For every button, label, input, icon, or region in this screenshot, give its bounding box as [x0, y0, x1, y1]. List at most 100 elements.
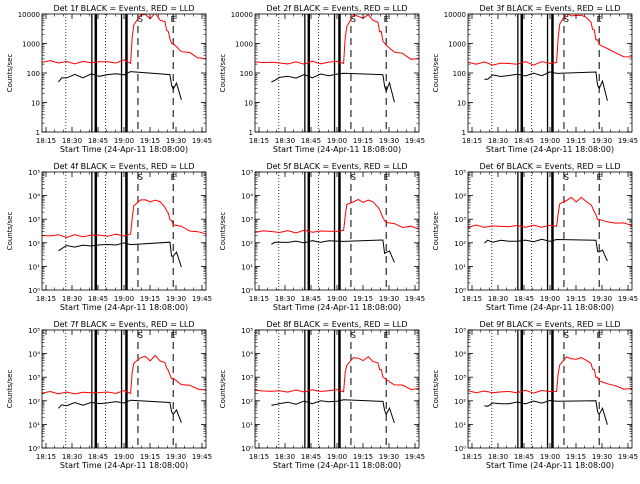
x-tick-label: 18:30	[275, 453, 295, 461]
marker-label: E	[384, 173, 389, 182]
marker-label: E	[384, 15, 389, 24]
marker-label: E	[171, 173, 176, 182]
y-axis-label: Counts/sec	[6, 212, 14, 251]
x-tick-label: 19:45	[192, 453, 212, 461]
x-tick-label: 18:30	[488, 137, 508, 145]
x-tick-label: 19:45	[618, 295, 638, 303]
y-tick-label: 100	[453, 70, 466, 78]
x-tick-label: 18:45	[88, 137, 108, 145]
panel-title: Det 6f BLACK = Events, RED = LLD	[479, 162, 620, 171]
x-tick-label: 19:00	[114, 137, 134, 145]
y-tick-label: 1000	[22, 41, 40, 49]
x-tick-label: 18:45	[88, 295, 108, 303]
marker-label: S	[138, 173, 143, 182]
y-tick-label: 10¹	[28, 263, 40, 271]
y-tick-label: 10²	[454, 240, 466, 248]
panel-axes-box	[254, 329, 420, 449]
x-tick-label: 19:15	[140, 137, 160, 145]
series-line-black	[271, 72, 395, 103]
marker-label: E	[384, 331, 389, 340]
panel-axes-box	[41, 13, 207, 133]
x-tick-label: 19:15	[566, 453, 586, 461]
series-line-red	[468, 196, 632, 229]
panel-title: Det 2f BLACK = Events, RED = LLD	[266, 4, 407, 13]
y-axis-label: Counts/sec	[219, 54, 227, 93]
x-tick-label: 19:30	[166, 137, 186, 145]
panel-markers	[278, 14, 387, 132]
panel-markers	[491, 14, 600, 132]
y-tick-label: 10⁵	[454, 327, 466, 335]
y-tick-label: 10³	[454, 374, 466, 382]
y-axis-label: Counts/sec	[6, 54, 14, 93]
y-tick-label: 10¹	[454, 263, 466, 271]
marker-label: E	[597, 173, 602, 182]
panel-title: Det 1f BLACK = Events, RED = LLD	[53, 4, 194, 13]
x-tick-label: 18:30	[488, 295, 508, 303]
x-tick-label: 19:00	[327, 453, 347, 461]
panel-det-5: Det 5f BLACK = Events, RED = LLD S E 10⁰ 10¹…	[219, 162, 425, 312]
y-tick-label: 10⁰	[241, 287, 253, 295]
x-tick-label: 19:45	[192, 295, 212, 303]
x-tick-label: 18:45	[301, 137, 321, 145]
panel-det-8: Det 8f BLACK = Events, RED = LLD S E 10⁰ 10¹…	[219, 320, 425, 470]
y-tick-label: 10⁰	[28, 287, 40, 295]
marker-label: S	[351, 331, 356, 340]
x-tick-label: 19:15	[353, 453, 373, 461]
panel-det-4: Det 4f BLACK = Events, RED = LLD S E 10⁰ 10¹…	[6, 162, 212, 312]
y-tick-label: 100	[240, 70, 253, 78]
y-tick-label: 10⁴	[241, 193, 253, 201]
x-tick-label: 18:45	[88, 453, 108, 461]
y-axis-label: Counts/sec	[432, 212, 440, 251]
x-tick-label: 19:30	[592, 453, 612, 461]
x-tick-label: 19:00	[540, 137, 560, 145]
y-tick-label: 1000	[448, 41, 466, 49]
panel-markers	[65, 172, 174, 290]
panel-axes-box	[467, 329, 633, 449]
y-tick-label: 10⁵	[28, 327, 40, 335]
y-tick-label: 10⁴	[454, 351, 466, 359]
x-tick-label: 19:15	[566, 137, 586, 145]
x-tick-label: 19:15	[353, 295, 373, 303]
y-tick-label: 10⁰	[454, 287, 466, 295]
x-tick-label: 18:15	[249, 137, 269, 145]
x-tick-label: 19:45	[192, 137, 212, 145]
panel-det-9: Det 9f BLACK = Events, RED = LLD S E 10⁰ 10¹…	[432, 320, 638, 470]
y-tick-label: 10⁵	[241, 327, 253, 335]
y-tick-label: 10⁵	[241, 169, 253, 177]
x-tick-label: 19:00	[327, 137, 347, 145]
panel-det-1: Det 1f BLACK = Events, RED = LLD S E 1 10 100…	[6, 4, 212, 154]
panel-det-6: Det 6f BLACK = Events, RED = LLD S E 10⁰ 10¹…	[432, 162, 638, 312]
panel-markers	[278, 330, 387, 448]
y-tick-label: 10²	[454, 398, 466, 406]
y-tick-label: 10⁵	[28, 169, 40, 177]
marker-label: E	[171, 331, 176, 340]
panel-axes-box	[467, 13, 633, 133]
y-tick-label: 10²	[241, 398, 253, 406]
panel-title: Det 8f BLACK = Events, RED = LLD	[266, 320, 407, 329]
y-tick-label: 10²	[28, 240, 40, 248]
series-line-red	[42, 354, 206, 395]
y-tick-label: 10	[244, 100, 253, 108]
x-tick-label: 18:15	[462, 453, 482, 461]
y-tick-label: 10³	[28, 216, 40, 224]
x-tick-label: 19:45	[405, 295, 425, 303]
marker-label: S	[564, 15, 569, 24]
panel-markers	[491, 330, 600, 448]
panel-axes-box	[467, 171, 633, 291]
panel-det-3: Det 3f BLACK = Events, RED = LLD S E 1 10 100…	[432, 4, 638, 154]
marker-label: S	[564, 331, 569, 340]
y-axis-label: Counts/sec	[432, 54, 440, 93]
x-tick-label: 18:30	[488, 453, 508, 461]
marker-label: S	[138, 15, 143, 24]
x-tick-label: 19:15	[353, 137, 373, 145]
y-tick-label: 10⁴	[241, 351, 253, 359]
y-tick-label: 10²	[28, 398, 40, 406]
x-tick-label: 19:30	[379, 453, 399, 461]
x-axis-label: Start Time (24-Apr-11 18:08:00)	[273, 461, 401, 470]
y-tick-label: 10⁰	[454, 445, 466, 453]
x-tick-label: 19:30	[592, 137, 612, 145]
series-line-black	[484, 238, 608, 262]
x-axis-label: Start Time (24-Apr-11 18:08:00)	[486, 461, 614, 470]
x-tick-label: 19:15	[140, 295, 160, 303]
